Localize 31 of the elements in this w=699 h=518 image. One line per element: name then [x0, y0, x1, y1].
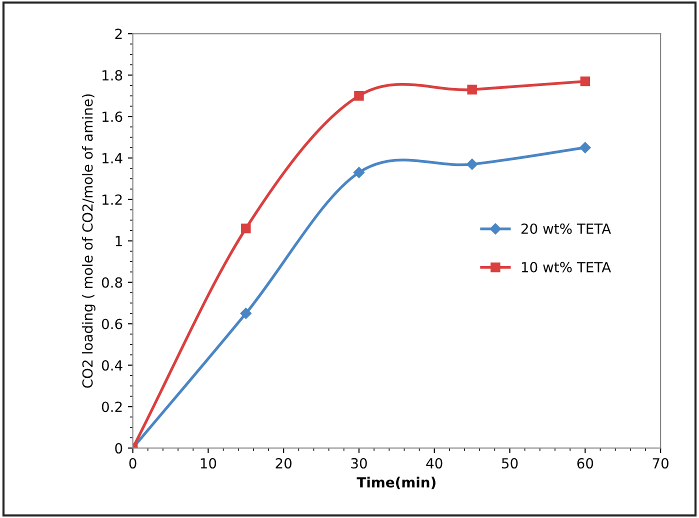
point — [580, 76, 590, 86]
y-tick-label: 0 — [115, 443, 122, 454]
x-tick-label: 50 — [502, 458, 518, 469]
x-tick-label: 60 — [577, 458, 594, 469]
y-tick-label: 1.6 — [102, 112, 122, 122]
y-tick-label: 1.4 — [102, 153, 122, 164]
point — [353, 166, 365, 178]
x-axis-title: Time(min) — [356, 476, 436, 490]
point — [467, 84, 477, 94]
y-tick-label: 0.8 — [102, 277, 122, 288]
point — [580, 142, 591, 154]
x-tick-label: 40 — [426, 458, 442, 469]
y-tick-label: 1.8 — [102, 70, 122, 81]
y-tick-label: 1.2 — [102, 194, 122, 205]
y-tick-label: 2 — [115, 28, 122, 39]
x-tick-label: 0 — [129, 458, 136, 469]
y-tick-label: 0.2 — [102, 402, 122, 412]
y-tick-label: 1 — [116, 236, 122, 246]
legend-label: 10 wt% TETA — [522, 262, 611, 272]
point — [354, 90, 364, 101]
point — [240, 308, 252, 319]
y-tick-label: 0.6 — [102, 318, 122, 330]
x-tick-label: 20 — [276, 458, 292, 469]
y-tick-label: 0.4 — [102, 360, 122, 371]
x-tick-label: 70 — [652, 458, 668, 469]
legend-label: 20 wt% TETA — [521, 223, 611, 234]
point — [241, 224, 251, 234]
x-tick-label: 30 — [351, 458, 367, 469]
x-tick-label: 10 — [200, 458, 216, 469]
y-axis-title: CO2 loading ( mole of CO2/mole of amine) — [82, 94, 96, 388]
point — [466, 158, 478, 170]
